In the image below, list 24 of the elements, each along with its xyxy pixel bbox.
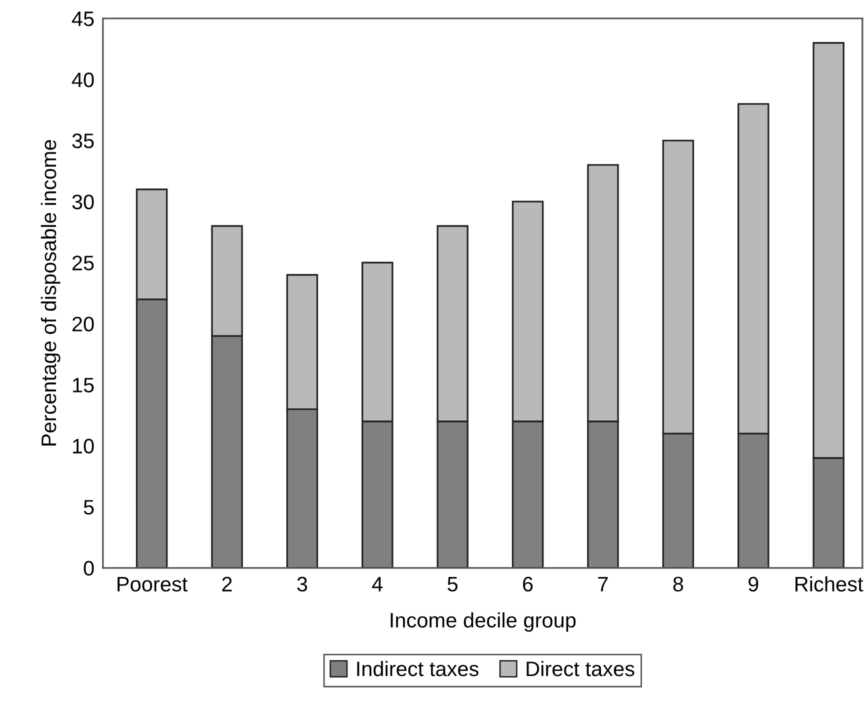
y-tick-label: 20: [72, 316, 94, 332]
x-tick-label: 3: [297, 576, 308, 592]
y-tick-label: 5: [84, 500, 94, 515]
y-tick-label: 0: [84, 560, 94, 576]
x-tick-label: Richest: [796, 576, 864, 592]
x-tick-label: 6: [523, 576, 533, 592]
x-tick-label: Poorest: [118, 577, 188, 592]
y-axis-title: Percentage of disposable income: [40, 140, 60, 446]
x-tick-label: 4: [372, 577, 383, 592]
legend-label: Direct taxes: [526, 660, 634, 676]
x-tick-label: 9: [748, 576, 758, 592]
x-tick-label: 7: [598, 577, 608, 592]
x-axis-title: Income decile group: [390, 612, 576, 632]
x-tick-label: 5: [448, 577, 458, 592]
x-tick-label: 8: [673, 576, 684, 592]
y-tick-label: 45: [72, 12, 94, 26]
x-tick-label: 2: [222, 576, 232, 592]
y-tick-label: 15: [73, 378, 94, 393]
y-tick-label: 10: [73, 438, 94, 454]
y-tick-label: 30: [72, 194, 94, 210]
y-tick-label: 40: [72, 72, 94, 88]
legend-label: Indirect taxes: [357, 660, 478, 676]
y-tick-label: 25: [72, 256, 94, 270]
y-tick-label: 35: [72, 134, 94, 148]
